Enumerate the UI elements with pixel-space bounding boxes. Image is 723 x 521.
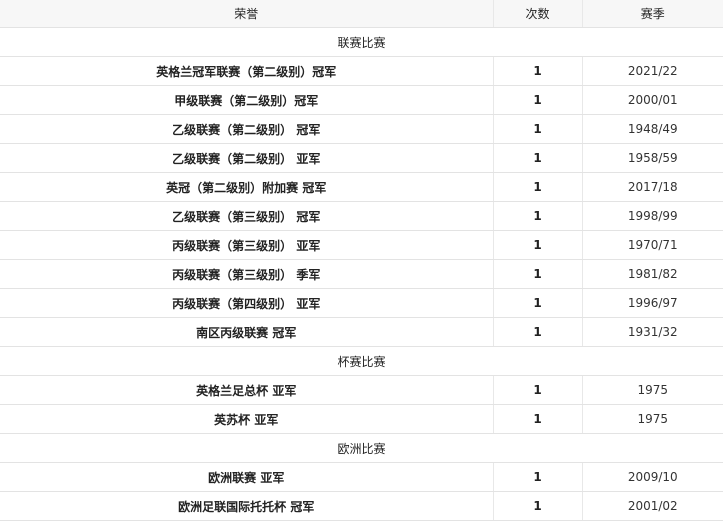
honor-count: 1 bbox=[493, 259, 583, 289]
honor-name: 丙级联赛（第四级别） 亚军 bbox=[0, 288, 494, 318]
honor-season: 1996/97 bbox=[582, 288, 723, 318]
honor-count: 1 bbox=[493, 317, 583, 347]
honor-season: 1975 bbox=[582, 375, 723, 405]
honor-name: 南区丙级联赛 冠军 bbox=[0, 317, 494, 347]
honor-count: 1 bbox=[493, 375, 583, 405]
honor-season: 2021/22 bbox=[582, 56, 723, 86]
honor-count: 1 bbox=[493, 230, 583, 260]
honor-name: 乙级联赛（第二级别） 冠军 bbox=[0, 114, 494, 144]
honor-season: 1975 bbox=[582, 404, 723, 434]
table-row: 英格兰冠军联赛（第二级别）冠军 1 2021/22 bbox=[0, 56, 723, 86]
honor-count: 1 bbox=[493, 114, 583, 144]
honor-count: 1 bbox=[493, 462, 583, 492]
honor-season: 2017/18 bbox=[582, 172, 723, 202]
honor-count: 1 bbox=[493, 404, 583, 434]
honor-count: 1 bbox=[493, 143, 583, 173]
header-honor: 荣誉 bbox=[0, 0, 494, 28]
honor-season: 2000/01 bbox=[582, 85, 723, 115]
table-row: 英冠（第二级别）附加赛 冠军 1 2017/18 bbox=[0, 172, 723, 202]
section-row: 欧洲比赛 bbox=[0, 433, 723, 463]
header-count: 次数 bbox=[493, 0, 583, 28]
table-row: 甲级联赛（第二级别）冠军 1 2000/01 bbox=[0, 85, 723, 115]
table-row: 南区丙级联赛 冠军 1 1931/32 bbox=[0, 317, 723, 347]
table-row: 丙级联赛（第三级别） 季军 1 1981/82 bbox=[0, 259, 723, 289]
honor-count: 1 bbox=[493, 201, 583, 231]
table-row: 欧洲足联国际托托杯 冠军 1 2001/02 bbox=[0, 491, 723, 521]
honor-season: 1948/49 bbox=[582, 114, 723, 144]
honor-name: 英格兰冠军联赛（第二级别）冠军 bbox=[0, 56, 494, 86]
table-row: 丙级联赛（第四级别） 亚军 1 1996/97 bbox=[0, 288, 723, 318]
header-season: 赛季 bbox=[582, 0, 723, 28]
honor-name: 欧洲足联国际托托杯 冠军 bbox=[0, 491, 494, 521]
honor-count: 1 bbox=[493, 491, 583, 521]
section-row: 杯赛比赛 bbox=[0, 346, 723, 376]
honor-name: 乙级联赛（第二级别） 亚军 bbox=[0, 143, 494, 173]
honor-count: 1 bbox=[493, 288, 583, 318]
honor-name: 乙级联赛（第三级别） 冠军 bbox=[0, 201, 494, 231]
honor-name: 丙级联赛（第三级别） 亚军 bbox=[0, 230, 494, 260]
honor-season: 1998/99 bbox=[582, 201, 723, 231]
table-row: 欧洲联赛 亚军 1 2009/10 bbox=[0, 462, 723, 492]
honor-name: 甲级联赛（第二级别）冠军 bbox=[0, 85, 494, 115]
honor-season: 1981/82 bbox=[582, 259, 723, 289]
honor-count: 1 bbox=[493, 172, 583, 202]
table-row: 丙级联赛（第三级别） 亚军 1 1970/71 bbox=[0, 230, 723, 260]
honor-name: 英冠（第二级别）附加赛 冠军 bbox=[0, 172, 494, 202]
header-row: 荣誉 次数 赛季 bbox=[0, 0, 723, 28]
honor-name: 欧洲联赛 亚军 bbox=[0, 462, 494, 492]
honor-count: 1 bbox=[493, 56, 583, 86]
honor-season: 1931/32 bbox=[582, 317, 723, 347]
section-title: 联赛比赛 bbox=[0, 27, 723, 57]
honor-season: 2009/10 bbox=[582, 462, 723, 492]
table-row: 英格兰足总杯 亚军 1 1975 bbox=[0, 375, 723, 405]
section-title: 杯赛比赛 bbox=[0, 346, 723, 376]
honor-season: 1970/71 bbox=[582, 230, 723, 260]
table-row: 英苏杯 亚军 1 1975 bbox=[0, 404, 723, 434]
honor-name: 英苏杯 亚军 bbox=[0, 404, 494, 434]
honor-name: 英格兰足总杯 亚军 bbox=[0, 375, 494, 405]
honor-name: 丙级联赛（第三级别） 季军 bbox=[0, 259, 494, 289]
table-row: 乙级联赛（第三级别） 冠军 1 1998/99 bbox=[0, 201, 723, 231]
section-row: 联赛比赛 bbox=[0, 27, 723, 57]
honor-season: 2001/02 bbox=[582, 491, 723, 521]
section-title: 欧洲比赛 bbox=[0, 433, 723, 463]
table-row: 乙级联赛（第二级别） 亚军 1 1958/59 bbox=[0, 143, 723, 173]
honor-season: 1958/59 bbox=[582, 143, 723, 173]
honor-count: 1 bbox=[493, 85, 583, 115]
table-row: 乙级联赛（第二级别） 冠军 1 1948/49 bbox=[0, 114, 723, 144]
